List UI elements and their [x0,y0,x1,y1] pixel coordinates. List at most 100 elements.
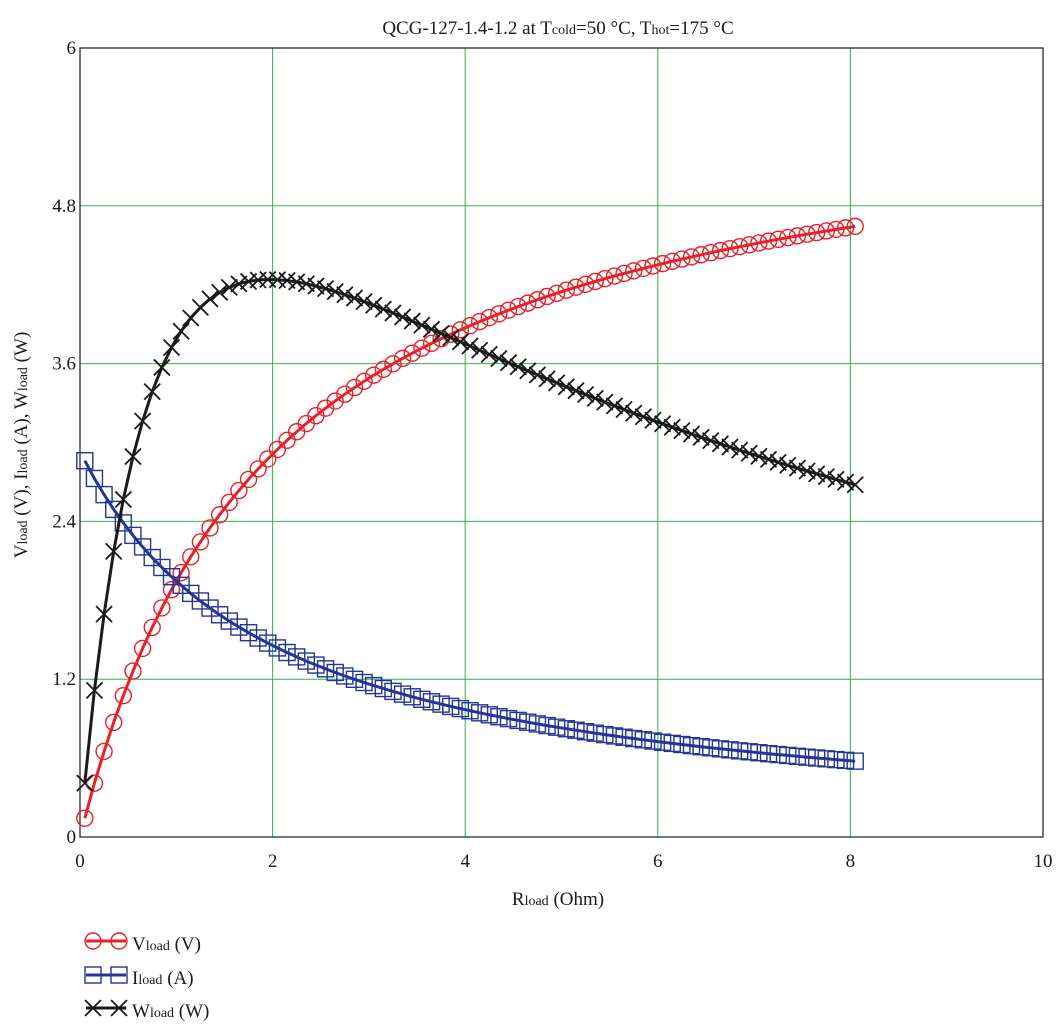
data-point-square [326,663,344,682]
data-point-circle [191,533,210,551]
data-point-x [374,300,392,318]
data-point-x [846,476,864,494]
data-point-x [124,447,142,466]
data-point-circle [259,450,277,468]
data-point-square [547,718,566,736]
legend-marker [110,932,128,950]
data-point-x [162,338,181,357]
data-point-circle [788,227,807,245]
data-point-square [519,713,537,731]
data-point-x [85,681,104,700]
data-point-square [355,673,373,692]
data-point-x [442,329,460,347]
data-point-square [759,744,778,763]
data-point-square [586,724,604,742]
data-point-circle [499,301,518,319]
data-point-circle [673,250,691,268]
data-point-square [846,752,864,770]
data-point-x [326,282,344,301]
legend-marker [84,932,102,950]
data-point-circle [124,662,142,680]
data-point-x [576,385,595,404]
data-point-circle [547,284,566,303]
data-point-x [605,397,624,415]
data-point-square [268,639,287,657]
data-point-circle [85,774,104,792]
data-point-x [336,286,354,304]
data-point-x [721,438,739,456]
data-point-square [432,695,450,713]
data-point-square [538,716,556,735]
data-point-square [114,514,133,532]
data-point-square [230,618,248,636]
data-point-circle [846,217,864,236]
data-point-square [673,735,691,754]
data-point-x [817,467,835,486]
data-point-circle [210,506,229,524]
data-point-x [355,292,373,311]
data-point-square [461,702,479,720]
data-point-x [759,450,778,468]
data-point-x [393,308,412,326]
series-line [83,459,856,763]
data-point-square [605,727,624,745]
data-point-x [711,435,730,453]
data-point-circle [355,372,373,390]
data-point-x [557,378,575,396]
data-point-square [576,723,595,741]
data-point-circle [663,252,681,271]
legend-marker [110,966,128,984]
data-point-circle [557,281,576,299]
data-point-x [692,428,710,446]
data-point-x [644,411,662,429]
data-point-square [124,526,142,545]
legend-marker [110,999,128,1017]
data-point-square [470,704,489,722]
data-point-circle [76,809,94,827]
data-point-square [191,592,210,610]
data-point-x [653,415,672,433]
data-point-square [480,706,498,724]
data-point-square [625,729,643,748]
data-point-circle [538,287,556,306]
data-point-square [567,721,585,739]
data-point-circle [422,334,441,353]
data-point-square [509,711,527,730]
data-point-circle [249,460,267,478]
data-point-square [798,748,816,766]
data-point-square [730,742,749,760]
data-point-circle [220,493,238,512]
data-point-square [634,731,653,749]
legend: Vload (V) Iload (A) Wload (W) [84,932,209,1022]
data-point-circle [278,431,296,450]
data-point-circle [807,223,826,242]
data-point-square [711,740,730,758]
data-point-square [85,469,104,488]
y-tick-label: 0 [67,827,77,848]
data-point-circle [172,564,190,582]
data-point-x [461,337,479,355]
x-axis-label: Rload (Ohm) [512,889,604,910]
data-point-square [133,538,152,556]
data-point-x [538,370,556,388]
data-point-square [750,744,768,762]
data-point-x [750,447,768,465]
data-point-circle [509,297,527,316]
data-point-square [490,708,508,726]
data-point-x [769,453,787,471]
data-point-x [384,304,402,322]
data-point-circle [702,243,720,262]
data-point-x [548,374,566,392]
data-point-square [817,750,836,768]
data-point-square [827,750,845,769]
y-tick-label: 6 [67,38,77,59]
x-tick-label: 10 [1034,851,1053,872]
data-point-square [836,751,855,770]
x-tick-label: 2 [268,851,278,872]
data-point-x [316,280,335,298]
data-point-square [528,715,547,733]
series-x-group [76,270,864,792]
data-point-square [769,745,787,764]
data-point-square [153,558,171,577]
series-square-group [76,452,864,770]
